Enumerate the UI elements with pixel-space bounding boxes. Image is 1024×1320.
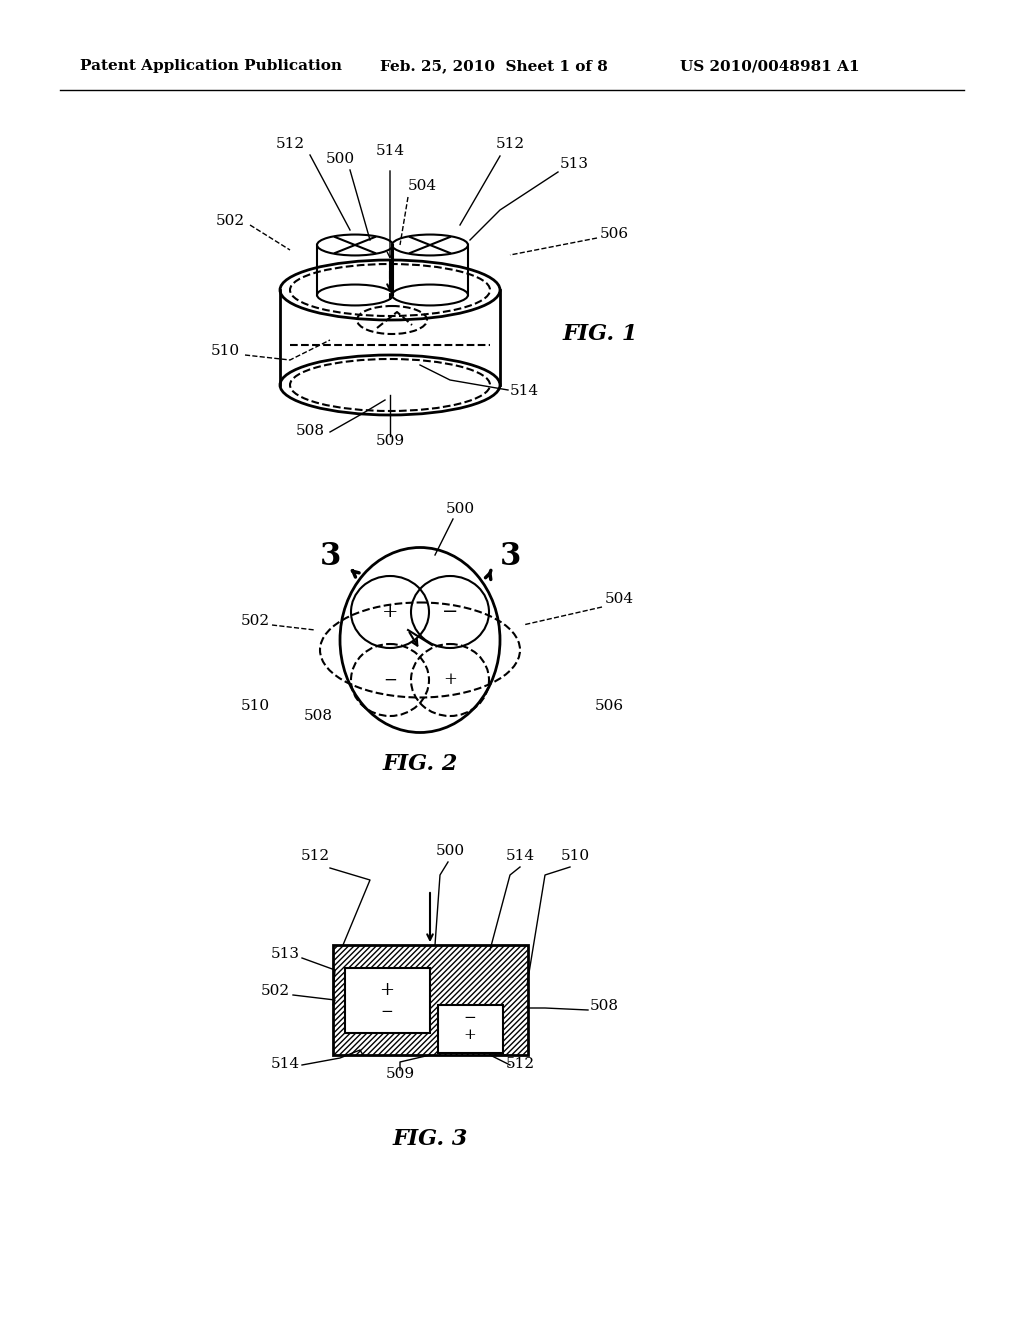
Text: 500: 500 bbox=[445, 502, 474, 516]
Text: 513: 513 bbox=[271, 946, 300, 961]
Text: 506: 506 bbox=[600, 227, 629, 242]
Text: +: + bbox=[382, 603, 398, 620]
Bar bbox=[438, 1005, 503, 1053]
Text: 510: 510 bbox=[211, 345, 240, 358]
Text: Feb. 25, 2010  Sheet 1 of 8: Feb. 25, 2010 Sheet 1 of 8 bbox=[380, 59, 608, 73]
Text: 514: 514 bbox=[271, 1057, 300, 1071]
Text: 510: 510 bbox=[560, 849, 590, 863]
Ellipse shape bbox=[317, 285, 393, 305]
Text: 509: 509 bbox=[385, 1067, 415, 1081]
Text: 500: 500 bbox=[326, 152, 354, 166]
Text: Patent Application Publication: Patent Application Publication bbox=[80, 59, 342, 73]
Text: US 2010/0048981 A1: US 2010/0048981 A1 bbox=[680, 59, 859, 73]
Text: 508: 508 bbox=[296, 424, 325, 438]
Text: 506: 506 bbox=[595, 700, 624, 713]
Text: FIG. 1: FIG. 1 bbox=[562, 323, 638, 345]
Text: 512: 512 bbox=[506, 1057, 535, 1071]
Text: 502: 502 bbox=[241, 614, 270, 628]
Text: 514: 514 bbox=[376, 144, 404, 158]
Text: +: + bbox=[464, 1028, 476, 1041]
Text: 512: 512 bbox=[275, 137, 304, 150]
Text: 502: 502 bbox=[261, 983, 290, 998]
Bar bbox=[345, 968, 430, 1034]
Text: +: + bbox=[380, 981, 394, 999]
Text: 504: 504 bbox=[408, 180, 437, 193]
Text: 510: 510 bbox=[241, 700, 270, 713]
Ellipse shape bbox=[392, 235, 468, 256]
Text: −: − bbox=[464, 1011, 476, 1026]
Text: 514: 514 bbox=[506, 849, 535, 863]
Bar bbox=[333, 945, 528, 1055]
Text: 512: 512 bbox=[300, 849, 330, 863]
Text: FIG. 3: FIG. 3 bbox=[392, 1129, 468, 1150]
Text: 508: 508 bbox=[590, 999, 618, 1012]
Text: 500: 500 bbox=[435, 843, 465, 858]
Text: +: + bbox=[443, 672, 457, 689]
Text: −: − bbox=[381, 1005, 393, 1019]
Bar bbox=[333, 945, 528, 1055]
Text: 509: 509 bbox=[376, 434, 404, 447]
Text: 502: 502 bbox=[216, 214, 245, 228]
Text: 513: 513 bbox=[560, 157, 589, 172]
Text: 514: 514 bbox=[510, 384, 539, 399]
Text: −: − bbox=[383, 672, 397, 689]
Text: 512: 512 bbox=[496, 137, 524, 150]
Text: 3: 3 bbox=[319, 541, 341, 572]
Text: 508: 508 bbox=[303, 709, 333, 723]
Text: 3: 3 bbox=[500, 541, 520, 572]
Text: 504: 504 bbox=[605, 591, 634, 606]
Text: FIG. 2: FIG. 2 bbox=[382, 752, 458, 775]
Text: −: − bbox=[441, 603, 458, 620]
Ellipse shape bbox=[392, 285, 468, 305]
Ellipse shape bbox=[317, 235, 393, 256]
